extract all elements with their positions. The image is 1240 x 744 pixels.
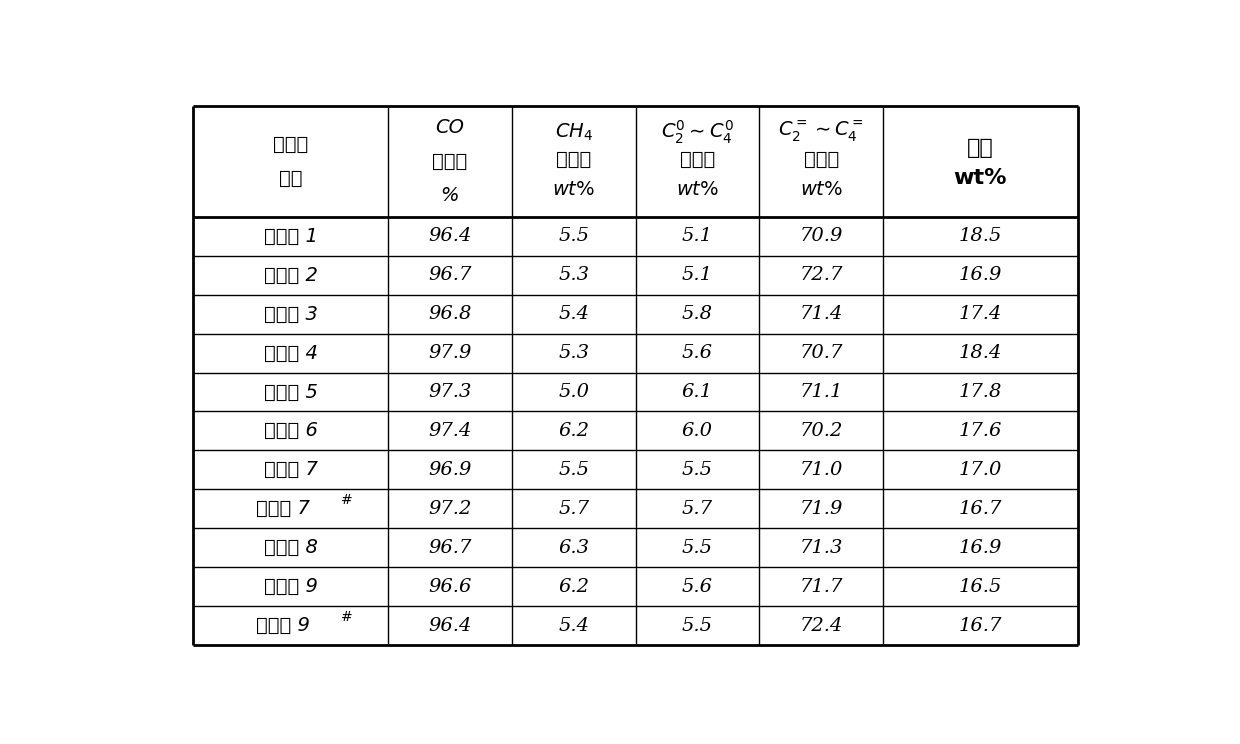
Text: 96.9: 96.9 <box>428 461 471 479</box>
Text: 18.5: 18.5 <box>959 228 1002 246</box>
Text: 5.7: 5.7 <box>558 500 589 518</box>
Text: $\mathit{C_2^0{\sim}C_4^0}$: $\mathit{C_2^0{\sim}C_4^0}$ <box>661 118 734 146</box>
Text: 实施例 4: 实施例 4 <box>264 344 317 362</box>
Text: 6.2: 6.2 <box>558 422 589 440</box>
Text: 6.0: 6.0 <box>682 422 713 440</box>
Text: 其它: 其它 <box>967 138 993 158</box>
Text: 97.3: 97.3 <box>428 383 471 401</box>
Text: 实施例 7: 实施例 7 <box>257 499 310 519</box>
Text: 5.6: 5.6 <box>682 344 713 362</box>
Text: 5.5: 5.5 <box>682 461 713 479</box>
Text: 96.7: 96.7 <box>428 266 471 284</box>
Text: $\mathit{wt\%}$: $\mathit{wt\%}$ <box>800 180 843 199</box>
Text: 96.6: 96.6 <box>428 577 471 596</box>
Text: 96.4: 96.4 <box>428 228 471 246</box>
Text: $\mathit{C_2^{=}{\sim}C_4^{=}}$: $\mathit{C_2^{=}{\sim}C_4^{=}}$ <box>779 120 864 144</box>
Text: $\mathit{wt\%}$: $\mathit{wt\%}$ <box>676 180 719 199</box>
Text: 96.4: 96.4 <box>428 617 471 635</box>
Text: 17.4: 17.4 <box>959 305 1002 323</box>
Text: 实施例 1: 实施例 1 <box>264 227 317 246</box>
Text: 96.7: 96.7 <box>428 539 471 557</box>
Text: 72.4: 72.4 <box>800 617 843 635</box>
Text: 5.5: 5.5 <box>558 228 589 246</box>
Text: 71.1: 71.1 <box>800 383 843 401</box>
Text: 选择性: 选择性 <box>680 150 715 169</box>
Text: 6.1: 6.1 <box>682 383 713 401</box>
Text: 16.7: 16.7 <box>959 500 1002 518</box>
Text: 5.8: 5.8 <box>682 305 713 323</box>
Text: #: # <box>341 493 352 507</box>
Text: 97.4: 97.4 <box>428 422 471 440</box>
Text: 16.7: 16.7 <box>959 617 1002 635</box>
Text: 16.9: 16.9 <box>959 539 1002 557</box>
Text: 70.9: 70.9 <box>800 228 843 246</box>
Text: 5.3: 5.3 <box>558 266 589 284</box>
Text: 70.2: 70.2 <box>800 422 843 440</box>
Text: 实施例 3: 实施例 3 <box>264 304 317 324</box>
Text: 5.5: 5.5 <box>682 617 713 635</box>
Text: 选择性: 选择性 <box>804 150 838 169</box>
Text: 选择性: 选择性 <box>556 150 591 169</box>
Text: 实施例 7: 实施例 7 <box>264 461 317 479</box>
Text: 17.6: 17.6 <box>959 422 1002 440</box>
Text: 催化剂
编号: 催化剂 编号 <box>273 135 309 188</box>
Text: 5.5: 5.5 <box>558 461 589 479</box>
Text: 71.0: 71.0 <box>800 461 843 479</box>
Text: 16.9: 16.9 <box>959 266 1002 284</box>
Text: #: # <box>341 610 352 624</box>
Text: 5.6: 5.6 <box>682 577 713 596</box>
Text: 实施例 8: 实施例 8 <box>264 538 317 557</box>
Text: 5.4: 5.4 <box>558 305 589 323</box>
Text: 5.0: 5.0 <box>558 383 589 401</box>
Text: 72.7: 72.7 <box>800 266 843 284</box>
Text: 71.3: 71.3 <box>800 539 843 557</box>
Text: 17.0: 17.0 <box>959 461 1002 479</box>
Text: 5.4: 5.4 <box>558 617 589 635</box>
Text: 17.8: 17.8 <box>959 383 1002 401</box>
Text: 5.1: 5.1 <box>682 266 713 284</box>
Text: 5.1: 5.1 <box>682 228 713 246</box>
Text: 5.3: 5.3 <box>558 344 589 362</box>
Text: 71.4: 71.4 <box>800 305 843 323</box>
Text: 96.8: 96.8 <box>428 305 471 323</box>
Text: $\mathit{CH_4}$: $\mathit{CH_4}$ <box>554 121 593 143</box>
Text: 71.9: 71.9 <box>800 500 843 518</box>
Text: wt%: wt% <box>954 168 1007 188</box>
Text: 6.2: 6.2 <box>558 577 589 596</box>
Text: 16.5: 16.5 <box>959 577 1002 596</box>
Text: 实施例 9: 实施例 9 <box>257 616 310 635</box>
Text: 5.7: 5.7 <box>682 500 713 518</box>
Text: 实施例 6: 实施例 6 <box>264 421 317 440</box>
Text: 97.2: 97.2 <box>428 500 471 518</box>
Text: 5.5: 5.5 <box>682 539 713 557</box>
Text: $\mathit{wt\%}$: $\mathit{wt\%}$ <box>552 180 595 199</box>
Text: 71.7: 71.7 <box>800 577 843 596</box>
Text: 18.4: 18.4 <box>959 344 1002 362</box>
Text: 实施例 9: 实施例 9 <box>264 577 317 596</box>
Text: 实施例 2: 实施例 2 <box>264 266 317 285</box>
Text: 70.7: 70.7 <box>800 344 843 362</box>
Text: 6.3: 6.3 <box>558 539 589 557</box>
Text: 97.9: 97.9 <box>428 344 471 362</box>
Text: CO
转化率
%: CO 转化率 % <box>433 118 467 205</box>
Text: 实施例 5: 实施例 5 <box>264 382 317 402</box>
